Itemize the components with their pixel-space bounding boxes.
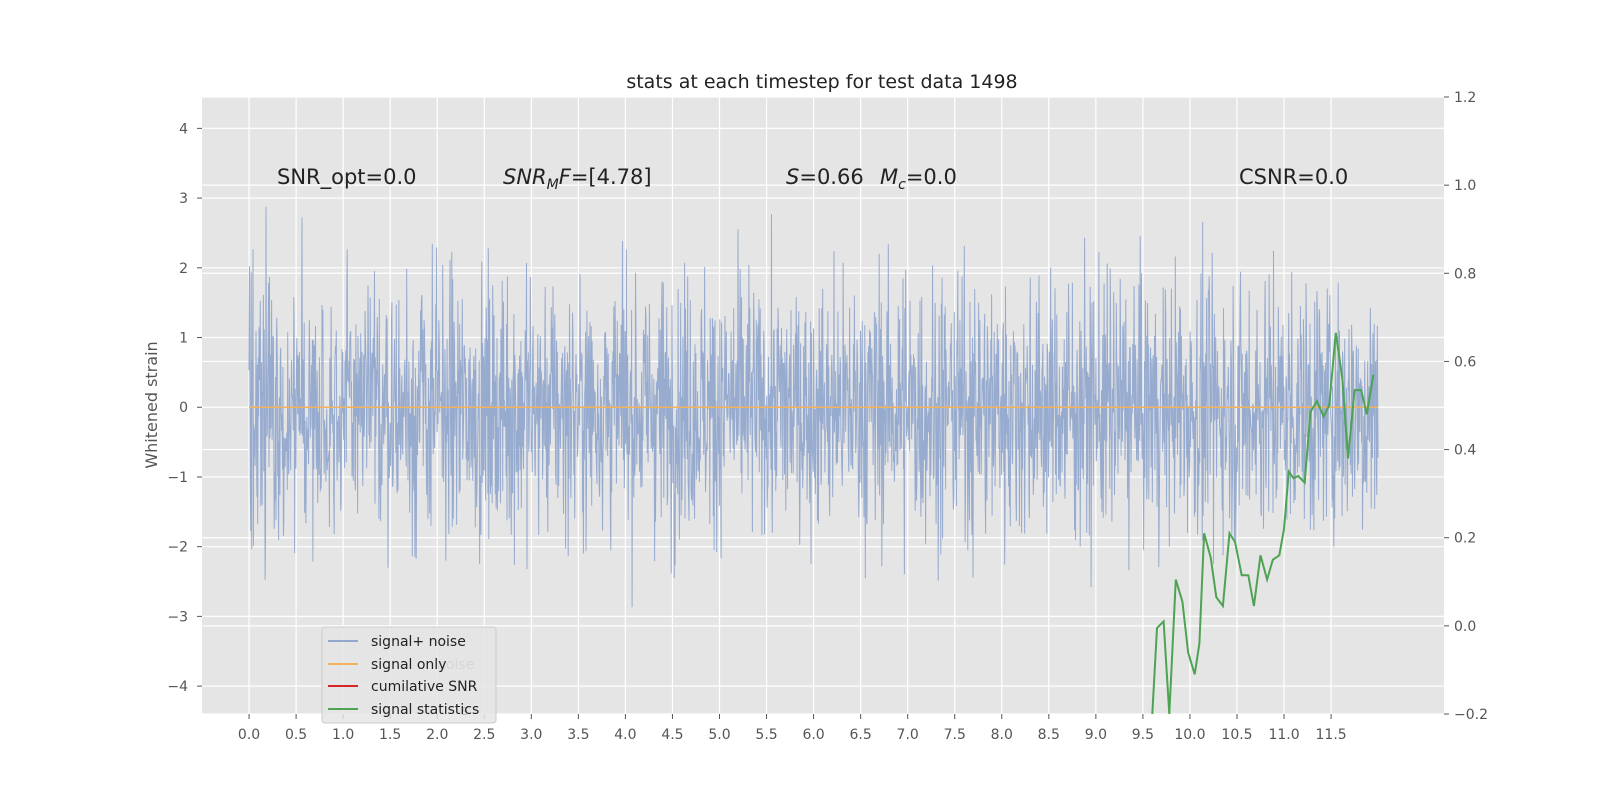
annotation-snr-opt: SNR_opt=0.0 (277, 165, 417, 190)
y2-tick-label: −0.2 (1454, 707, 1488, 723)
annotation-snr-mf: SNRMF=[4.78] (503, 165, 652, 193)
s-symbol: S (786, 165, 799, 189)
annotation-mc: Mc=0.0 (880, 165, 957, 193)
mc-value: =0.0 (906, 165, 957, 189)
signal-statistics-points (1152, 332, 1374, 715)
annotations: SNR_opt=0.0 SNRMF=[4.78] S=0.66 Mc=0.0 C… (277, 165, 1348, 193)
y-tick-label: −3 (167, 609, 188, 625)
y-tick-label: 1 (179, 331, 188, 347)
x-tick-label: 4.5 (661, 727, 683, 743)
legend: noise s signal+ noise signal only cumila… (321, 626, 497, 724)
x-tick-label: 9.5 (1132, 727, 1154, 743)
mc-symbol: M (880, 165, 898, 189)
legend-ghost-noise: noise (437, 657, 474, 673)
x-tick-label: 0.5 (285, 727, 307, 743)
annotation-csnr: CSNR=0.0 (1239, 165, 1348, 189)
x-tick-label: 8.0 (991, 727, 1013, 743)
y2-tick-label: 0.2 (1454, 531, 1476, 547)
x-tick-label: 1.5 (379, 727, 401, 743)
x-tick-label: 7.0 (897, 727, 919, 743)
y2-tick-label: 1.0 (1454, 178, 1476, 194)
y2-axis-ticks: 1.2 1.0 0.8 0.6 0.4 0.2 0.0 −0.2 (1444, 90, 1488, 723)
y-tick-label: 4 (179, 121, 188, 137)
x-tick-label: 11.0 (1268, 727, 1299, 743)
x-tick-label: 2.5 (473, 727, 495, 743)
x-tick-label: 3.0 (520, 727, 542, 743)
x-tick-label: 10.0 (1174, 727, 1205, 743)
x-tick-label: 1.0 (332, 727, 354, 743)
legend-label-signal-only: signal only (371, 657, 446, 673)
y2-tick-label: 0.8 (1454, 266, 1476, 282)
x-tick-label: 2.0 (426, 727, 448, 743)
x-tick-label: 11.5 (1316, 727, 1347, 743)
y-tick-label: −2 (167, 540, 188, 556)
s-value: =0.66 (799, 165, 863, 189)
y-tick-label: 2 (179, 261, 188, 277)
y2-tick-label: 0.6 (1454, 354, 1476, 370)
x-tick-label: 0.0 (238, 727, 260, 743)
legend-label-signal-statistics: signal statistics (371, 702, 479, 718)
x-axis-ticks: 0.0 0.5 1.0 1.5 2.0 2.5 3.0 3.5 4.0 4.5 5.0 5.5 6.0 6… (238, 714, 1347, 743)
y-tick-label: 3 (179, 191, 188, 207)
legend-box (321, 626, 497, 724)
x-tick-label: 3.5 (567, 727, 589, 743)
y2-tick-label: 1.2 (1454, 90, 1476, 106)
y-axis-ticks: 4 3 2 1 0 −1 −2 −3 −4 (167, 121, 202, 695)
legend-label-signal-plus-noise: signal+ noise (371, 634, 466, 650)
x-tick-label: 7.5 (944, 727, 966, 743)
snr-mf-subscript: M (547, 177, 559, 193)
x-tick-label: 9.0 (1085, 727, 1107, 743)
snr-mf-symbol: SNR (503, 165, 547, 189)
annotation-s: S=0.66 (786, 165, 864, 189)
y-axis-label: Whitened strain (142, 341, 161, 468)
x-tick-label: 5.5 (755, 727, 777, 743)
x-tick-label: 4.0 (614, 727, 636, 743)
legend-label-cumilative-snr: cumilative SNR (371, 679, 478, 695)
x-tick-label: 10.5 (1221, 727, 1252, 743)
x-tick-label: 6.0 (802, 727, 824, 743)
legend-ghost-s: s (461, 703, 468, 719)
y-tick-label: −1 (167, 470, 188, 486)
series-signal-statistics (1151, 332, 1375, 715)
y2-tick-label: 0.4 (1454, 443, 1476, 459)
mc-subscript: c (898, 177, 906, 193)
y2-tick-label: 0.0 (1454, 619, 1476, 635)
signal-plus-noise-trace (248, 206, 1379, 608)
chart-title: stats at each timestep for test data 149… (626, 71, 1017, 93)
snr-mf-f: F (559, 165, 572, 189)
x-tick-label: 6.5 (850, 727, 872, 743)
x-tick-label: 8.5 (1038, 727, 1060, 743)
series-signal-plus-noise (248, 206, 1379, 608)
y-tick-label: 0 (179, 400, 188, 416)
snr-mf-value: =[4.78] (571, 165, 652, 189)
x-tick-label: 5.0 (708, 727, 730, 743)
y-tick-label: −4 (167, 679, 188, 695)
